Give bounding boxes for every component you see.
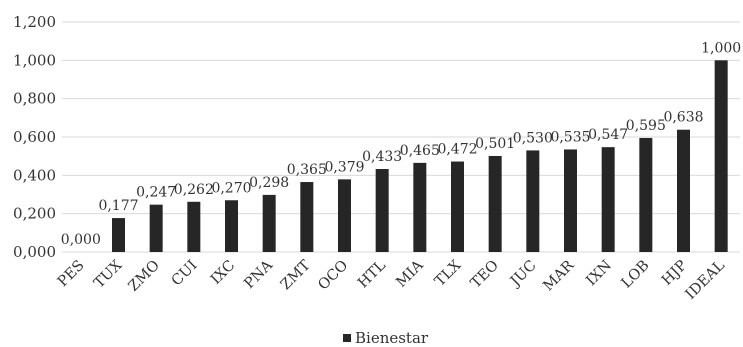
bar-hjp [677, 129, 690, 252]
data-label-tux: 0,177 [98, 198, 138, 214]
y-tick-label: 0,200 [13, 205, 56, 223]
category-label-juc: JUC [506, 258, 539, 291]
data-label-layer: 0,000 0,1770,2470,2620,2700,2980,3650,379… [61, 40, 741, 248]
bar-lob [639, 137, 653, 252]
y-tick-label: 0,400 [13, 166, 56, 184]
legend-label-bienestar: Bienestar [355, 329, 429, 347]
data-label-teo: 0,501 [475, 136, 515, 152]
y-tick-label: 1,200 [13, 13, 56, 31]
bar-htl [375, 169, 389, 252]
category-label-htl: HTL [355, 257, 389, 291]
bar-teo [488, 155, 502, 252]
data-label-oco: 0,379 [324, 159, 364, 175]
data-label-tlx: 0,472 [437, 142, 477, 158]
y-tick-label: 1,000 [13, 51, 56, 69]
bar-zmo [149, 204, 163, 252]
category-label-zmt: ZMT [278, 257, 314, 293]
data-label-cui: 0,262 [174, 182, 214, 198]
bar-tlx [451, 161, 464, 252]
data-label-zmo: 0,247 [136, 185, 176, 201]
data-label-htl: 0,433 [362, 149, 402, 165]
data-label-ixn: 0,547 [588, 127, 628, 143]
category-label-teo: TEO [468, 257, 502, 291]
category-label-lob: LOB [619, 258, 653, 292]
category-label-tlx: TLX [432, 257, 465, 290]
data-label-lob: 0,595 [626, 118, 666, 134]
data-label-juc: 0,530 [513, 130, 553, 146]
data-label-pes: 0,000 [61, 232, 101, 248]
bar-pna [262, 194, 276, 252]
data-label-mar: 0,535 [550, 129, 590, 145]
y-tick-label: 0,600 [13, 128, 56, 146]
x-axis-category-labels: PES TUX ZMO CUI IXC PNA ZMT OCO HTL MIA TLX TEO JUC M… [55, 257, 728, 303]
data-label-ixc: 0,270 [211, 180, 251, 196]
bar-layer [112, 60, 728, 253]
bar-tux [112, 218, 125, 252]
legend: Bienestar [343, 329, 429, 347]
grid-layer [62, 21, 740, 253]
bar-mia [413, 162, 427, 252]
bar-ixn [601, 147, 615, 252]
category-label-pes: PES [55, 258, 88, 291]
bar-ixc [225, 200, 238, 252]
y-axis-tick-labels: 0,000 0,200 0,400 0,600 0,800 1,000 1,200 [13, 13, 56, 261]
category-label-ixc: IXC [208, 258, 238, 288]
bar-oco [338, 179, 351, 252]
category-label-mia: MIA [393, 257, 427, 291]
data-label-ideal: 1,000 [701, 40, 741, 56]
category-label-hjp: HJP [659, 257, 690, 288]
category-label-ideal: IDEAL [683, 257, 729, 303]
data-label-zmt: 0,365 [287, 162, 327, 178]
category-label-pna: PNA [241, 257, 276, 292]
category-label-mar: MAR [540, 257, 578, 295]
category-label-cui: CUI [169, 258, 201, 290]
bar-cui [187, 201, 201, 252]
bar-mar [564, 149, 577, 252]
data-label-hjp: 0,638 [663, 110, 703, 126]
bar-zmt [300, 182, 314, 252]
y-tick-label: 0,800 [13, 90, 56, 108]
legend-swatch [343, 334, 351, 342]
category-label-zmo: ZMO [126, 257, 163, 294]
bar-ideal [714, 60, 728, 253]
y-tick-label: 0,000 [13, 243, 56, 261]
bar-juc [526, 150, 540, 252]
data-label-pna: 0,298 [249, 175, 289, 191]
category-label-ixn: IXN [583, 257, 615, 289]
data-label-mia: 0,465 [400, 143, 440, 159]
category-label-oco: OCO [315, 257, 351, 293]
category-label-tux: TUX [91, 257, 126, 292]
